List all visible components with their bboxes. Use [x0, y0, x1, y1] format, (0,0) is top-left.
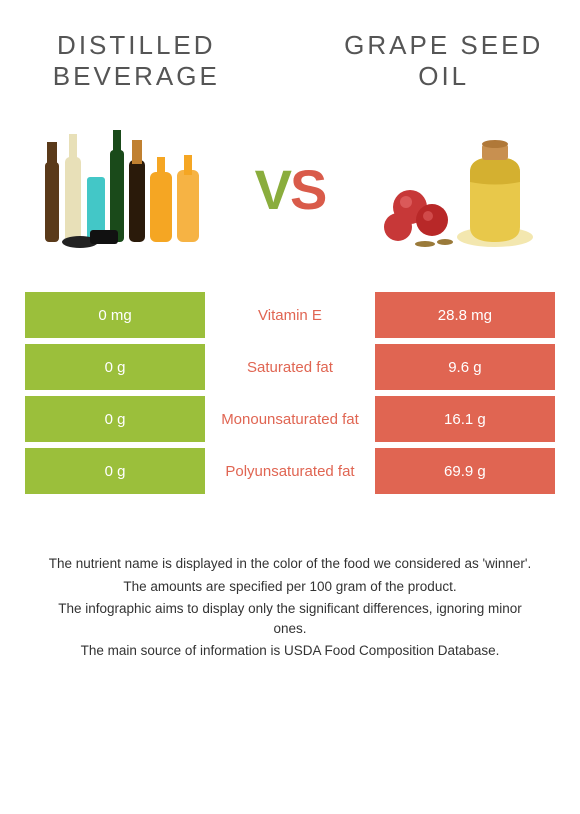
left-value: 0 g: [25, 344, 205, 390]
left-value: 0 g: [25, 448, 205, 494]
footnotes: The nutrient name is displayed in the co…: [25, 554, 555, 661]
infographic: DISTILLED BEVERAGE GRAPE SEED OIL: [0, 0, 580, 684]
table-row: 0 gMonounsaturated fat16.1 g: [25, 396, 555, 442]
right-title: GRAPE SEED OIL: [332, 30, 555, 92]
left-value: 0 mg: [25, 292, 205, 338]
vs-s: S: [290, 158, 325, 221]
footnote-line: The nutrient name is displayed in the co…: [40, 554, 540, 574]
oil-icon: [370, 122, 545, 257]
left-value: 0 g: [25, 396, 205, 442]
titles-row: DISTILLED BEVERAGE GRAPE SEED OIL: [25, 30, 555, 92]
right-value: 9.6 g: [375, 344, 555, 390]
vs-v: V: [255, 158, 290, 221]
comparison-table: 0 mgVitamin E28.8 mg0 gSaturated fat9.6 …: [25, 292, 555, 494]
table-row: 0 gPolyunsaturated fat69.9 g: [25, 448, 555, 494]
nutrient-label: Saturated fat: [205, 344, 375, 390]
footnote-line: The amounts are specified per 100 gram o…: [40, 577, 540, 597]
vs-badge: VS: [255, 157, 326, 222]
right-value: 28.8 mg: [375, 292, 555, 338]
left-image: [35, 122, 210, 257]
images-row: VS: [25, 122, 555, 257]
nutrient-label: Monounsaturated fat: [205, 396, 375, 442]
footnote-line: The main source of information is USDA F…: [40, 641, 540, 661]
left-title: DISTILLED BEVERAGE: [25, 30, 248, 92]
right-value: 16.1 g: [375, 396, 555, 442]
table-row: 0 mgVitamin E28.8 mg: [25, 292, 555, 338]
nutrient-label: Polyunsaturated fat: [205, 448, 375, 494]
right-image: [370, 122, 545, 257]
bottles-icon: [35, 122, 210, 257]
footnote-line: The infographic aims to display only the…: [40, 599, 540, 640]
table-row: 0 gSaturated fat9.6 g: [25, 344, 555, 390]
nutrient-label: Vitamin E: [205, 292, 375, 338]
right-value: 69.9 g: [375, 448, 555, 494]
